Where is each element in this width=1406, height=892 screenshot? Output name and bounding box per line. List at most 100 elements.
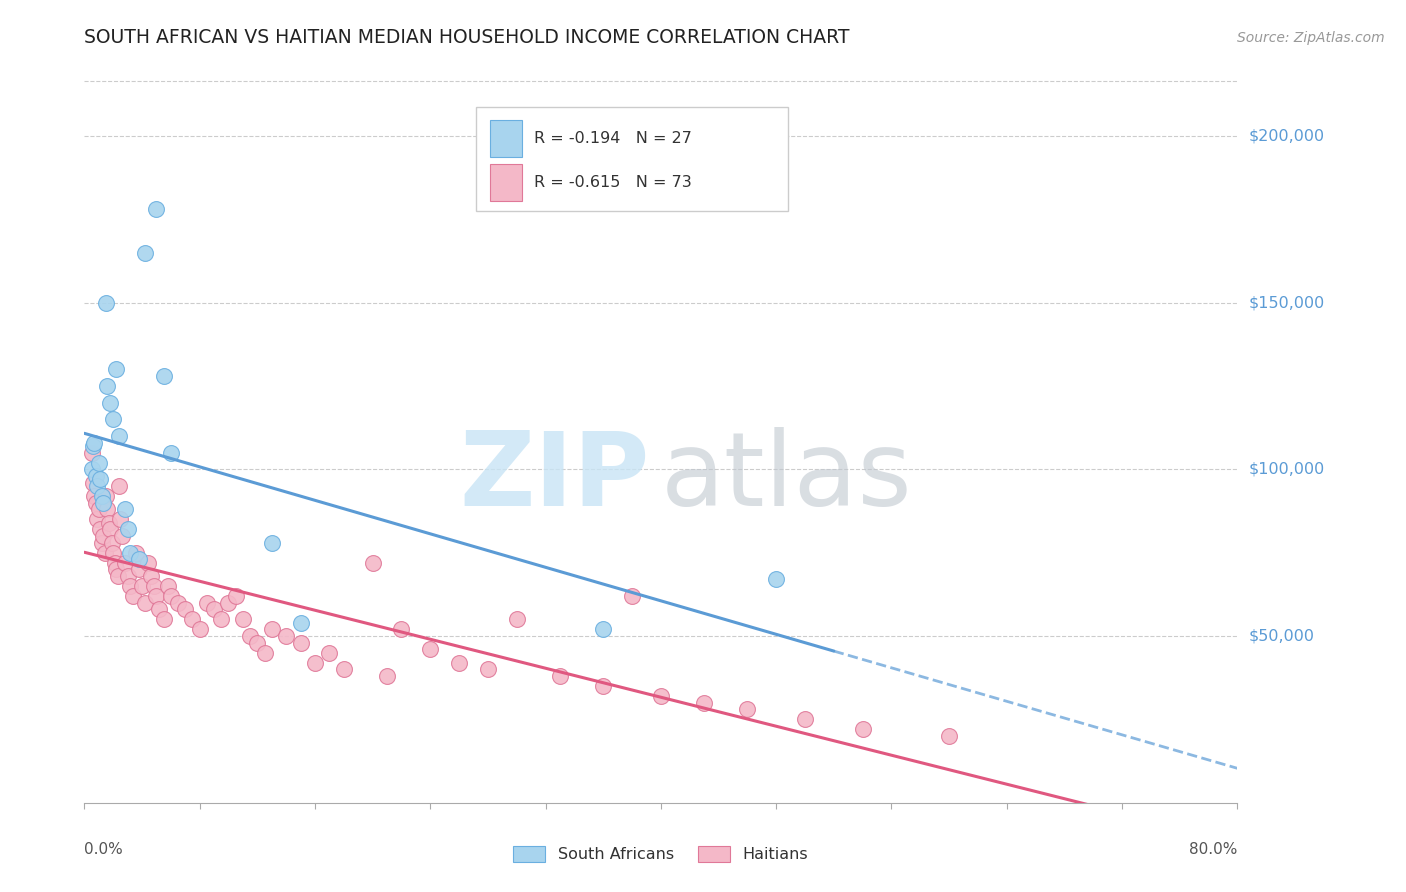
Point (938, 729, 960, 743)
Text: $150,000: $150,000 (1249, 295, 1324, 310)
Text: 80.0%: 80.0% (1189, 842, 1237, 856)
Point (89, 522, 111, 536)
Point (131, 579, 153, 593)
Point (80, 462, 103, 476)
Point (97, 516, 120, 530)
Point (160, 445, 183, 459)
Point (100, 535, 122, 549)
Text: $200,000: $200,000 (1249, 128, 1324, 144)
Point (333, 662, 356, 676)
Point (84, 469, 107, 483)
Point (548, 669, 571, 683)
Text: $50,000: $50,000 (1249, 629, 1315, 643)
Text: R = -0.194   N = 27: R = -0.194 N = 27 (534, 131, 692, 146)
Point (104, 556, 127, 570)
Point (737, 702, 759, 716)
Point (87, 502, 110, 516)
Point (139, 569, 162, 583)
Point (117, 569, 139, 583)
Text: $100,000: $100,000 (1249, 462, 1324, 477)
Legend: South Africans, Haitians: South Africans, Haitians (506, 839, 815, 869)
Point (592, 679, 614, 693)
Point (91, 529, 114, 543)
Point (105, 362, 128, 376)
Point (122, 589, 145, 603)
Point (239, 629, 262, 643)
Point (107, 569, 129, 583)
Point (87, 456, 110, 470)
Point (852, 723, 875, 737)
Point (91, 496, 114, 510)
Point (86, 512, 108, 526)
Point (96, 502, 118, 516)
Text: 0.0%: 0.0% (84, 842, 124, 856)
Point (152, 612, 174, 626)
Text: atlas: atlas (661, 426, 912, 527)
Point (134, 245, 156, 260)
Point (98, 522, 121, 536)
Point (218, 596, 240, 610)
Point (128, 552, 150, 566)
Point (174, 602, 197, 616)
FancyBboxPatch shape (491, 120, 523, 157)
Point (209, 612, 232, 626)
Point (592, 623, 614, 637)
Point (114, 502, 136, 516)
Point (120, 546, 142, 560)
Point (290, 615, 312, 630)
Point (108, 429, 131, 443)
Point (693, 696, 716, 710)
Point (108, 479, 131, 493)
FancyBboxPatch shape (477, 107, 787, 211)
Text: Source: ZipAtlas.com: Source: ZipAtlas.com (1237, 31, 1385, 45)
Point (90, 489, 112, 503)
Point (188, 623, 211, 637)
Point (202, 602, 225, 616)
Point (125, 546, 148, 560)
Point (156, 579, 179, 593)
Point (128, 562, 150, 576)
Point (290, 636, 312, 650)
Point (246, 636, 269, 650)
Point (136, 556, 159, 570)
Point (98, 395, 121, 409)
Point (103, 546, 124, 560)
Point (82, 439, 104, 453)
Point (110, 512, 132, 526)
Point (195, 596, 218, 610)
Point (361, 556, 384, 570)
Point (86, 479, 108, 493)
Point (89, 472, 111, 486)
Point (83, 489, 105, 503)
Point (419, 642, 441, 657)
Text: SOUTH AFRICAN VS HAITIAN MEDIAN HOUSEHOLD INCOME CORRELATION CHART: SOUTH AFRICAN VS HAITIAN MEDIAN HOUSEHOL… (84, 28, 849, 47)
Point (276, 629, 298, 643)
Point (134, 596, 156, 610)
Point (318, 646, 340, 660)
Text: R = -0.615   N = 73: R = -0.615 N = 73 (534, 175, 692, 190)
Point (120, 579, 142, 593)
Point (142, 579, 165, 593)
Point (375, 669, 398, 683)
Point (94, 489, 117, 503)
Point (83, 435, 105, 450)
Point (105, 562, 128, 576)
Point (84, 496, 107, 510)
Point (152, 368, 174, 383)
Point (304, 656, 326, 670)
Point (148, 602, 170, 616)
FancyBboxPatch shape (491, 164, 523, 201)
Point (621, 589, 644, 603)
Point (506, 612, 529, 626)
Point (80, 445, 103, 459)
Point (253, 646, 276, 660)
Point (103, 412, 124, 426)
Text: ZIP: ZIP (458, 426, 650, 527)
Point (90, 535, 112, 549)
Point (114, 556, 136, 570)
Point (391, 623, 413, 637)
Point (160, 589, 183, 603)
Point (260, 535, 283, 549)
Point (765, 573, 787, 587)
Point (650, 689, 672, 703)
